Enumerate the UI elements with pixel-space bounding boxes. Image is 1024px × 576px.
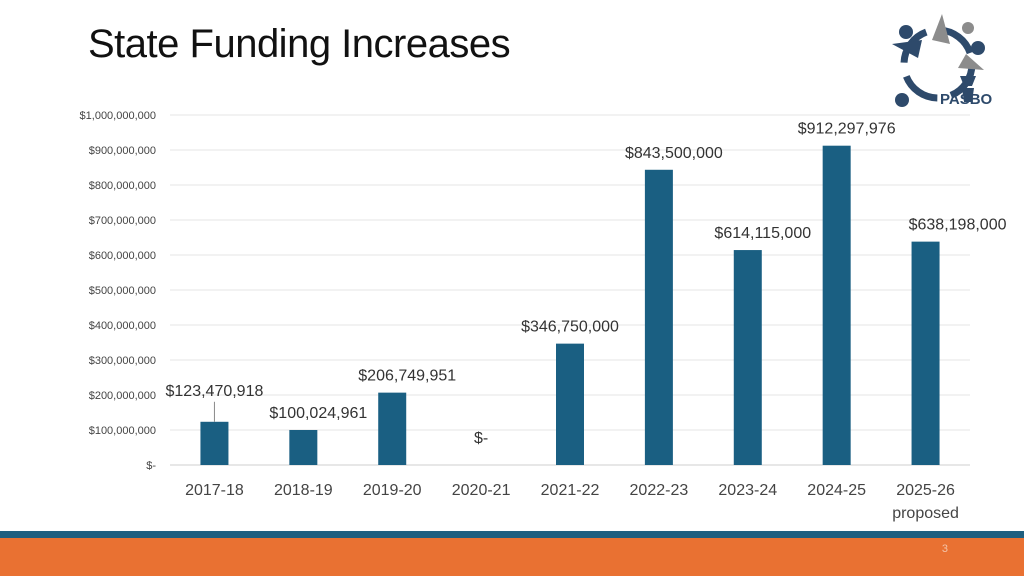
bar-2025-26 [911, 241, 940, 465]
y-tick-label: $1,000,000,000 [80, 110, 156, 122]
logo-text: PASBO [940, 91, 993, 108]
data-label-2024-25: $912,297,976 [798, 121, 896, 138]
x-tick-sublabel: proposed [892, 505, 959, 522]
chart-bars [200, 145, 940, 465]
x-axis-labels: 2017-18 2018-19 2019-20 2020-21 2021-22 2022-… [185, 482, 959, 522]
data-label-2019-20: $206,749,951 [358, 368, 456, 385]
page-number: 3 [941, 543, 948, 555]
y-tick-label: $800,000,000 [89, 180, 156, 192]
y-tick-label: $700,000,000 [89, 215, 156, 227]
data-label-2017-18: $123,470,918 [166, 383, 264, 400]
y-axis-labels: $- $100,000,000 $200,000,000 $300,000,000 $4… [80, 110, 157, 472]
data-label-2020-21: $- [474, 430, 488, 447]
bar-2024-25 [822, 145, 851, 465]
logo-emblem-icon [892, 14, 985, 107]
data-label-2018-19: $100,024,961 [269, 405, 367, 422]
slide-title: State Funding Increases [88, 22, 511, 66]
y-tick-label: $400,000,000 [89, 320, 156, 332]
y-tick-label: $900,000,000 [89, 145, 156, 157]
funding-bar-chart: $- $100,000,000 $200,000,000 $300,000,000 $4… [80, 110, 1007, 522]
bar-2017-18 [200, 421, 229, 465]
x-tick-label-2022-23: 2022-23 [630, 482, 689, 499]
bar-2018-19 [289, 429, 318, 465]
data-label-2025-26: $638,198,000 [909, 217, 1007, 234]
y-tick-label: $- [146, 460, 156, 472]
data-label-2022-23: $843,500,000 [625, 145, 723, 162]
y-tick-label: $100,000,000 [89, 425, 156, 437]
bar-2019-20 [378, 392, 407, 465]
footer-band [0, 538, 1024, 576]
pasbo-logo: PASBO [892, 14, 993, 108]
bar-2021-22 [556, 343, 584, 465]
x-tick-label-2021-22: 2021-22 [541, 482, 600, 499]
data-label-2023-24: $614,115,000 [714, 225, 811, 242]
y-tick-label: $300,000,000 [89, 355, 156, 367]
data-label-2021-22: $346,750,000 [521, 319, 619, 336]
x-tick-label-2017-18: 2017-18 [185, 482, 244, 499]
footer-divider [0, 531, 1024, 538]
x-tick-label-2024-25: 2024-25 [807, 482, 866, 499]
x-tick-label-2019-20: 2019-20 [363, 482, 422, 499]
y-tick-label: $600,000,000 [89, 250, 156, 262]
y-tick-label: $200,000,000 [89, 390, 156, 402]
bar-2023-24 [733, 250, 762, 465]
bar-2022-23 [644, 169, 673, 465]
y-tick-label: $500,000,000 [89, 285, 156, 297]
x-tick-label-2018-19: 2018-19 [274, 482, 333, 499]
x-tick-label-2025-26: 2025-26 [896, 482, 955, 499]
data-labels: $123,470,918 $100,024,961 $206,749,951 $- $3… [166, 121, 1007, 447]
x-tick-label-2023-24: 2023-24 [718, 482, 777, 499]
x-tick-label-2020-21: 2020-21 [452, 482, 511, 499]
